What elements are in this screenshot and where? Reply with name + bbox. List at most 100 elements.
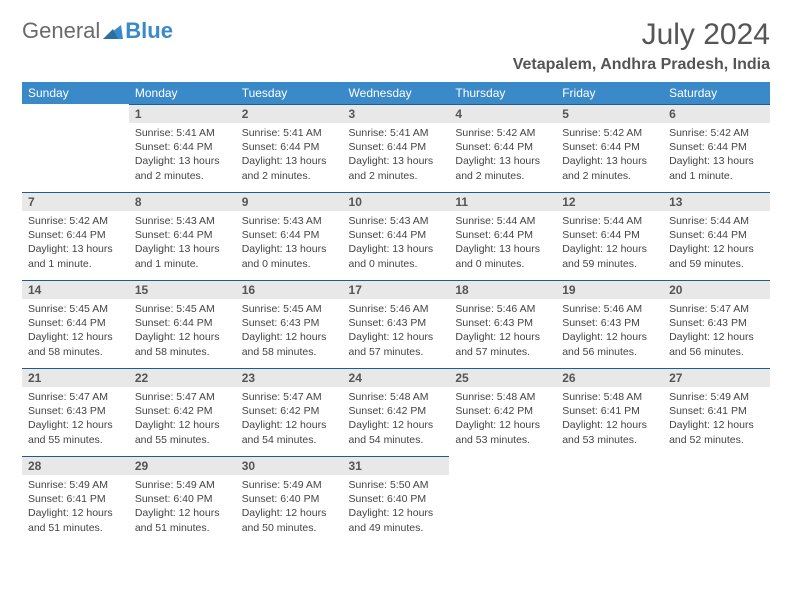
- daylight-text: Daylight: 13 hours and 1 minute.: [669, 154, 764, 182]
- day-body: Sunrise: 5:46 AMSunset: 6:43 PMDaylight:…: [449, 299, 556, 362]
- sunrise-text: Sunrise: 5:48 AM: [455, 390, 550, 404]
- day-number: 4: [449, 105, 556, 123]
- day-number: 15: [129, 281, 236, 299]
- day-body: Sunrise: 5:45 AMSunset: 6:43 PMDaylight:…: [236, 299, 343, 362]
- day-number: 9: [236, 193, 343, 211]
- daylight-text: Daylight: 12 hours and 54 minutes.: [242, 418, 337, 446]
- day-number-row: 19: [556, 280, 663, 299]
- sunset-text: Sunset: 6:43 PM: [349, 316, 444, 330]
- daylight-text: Daylight: 13 hours and 2 minutes.: [135, 154, 230, 182]
- day-body: Sunrise: 5:44 AMSunset: 6:44 PMDaylight:…: [449, 211, 556, 274]
- day-number: 12: [556, 193, 663, 211]
- calendar-week-row: 14Sunrise: 5:45 AMSunset: 6:44 PMDayligh…: [22, 280, 770, 368]
- daylight-text: Daylight: 12 hours and 58 minutes.: [28, 330, 123, 358]
- day-number: 30: [236, 457, 343, 475]
- calendar-table: Sunday Monday Tuesday Wednesday Thursday…: [22, 82, 770, 544]
- day-number-row: 7: [22, 192, 129, 211]
- day-body: Sunrise: 5:47 AMSunset: 6:43 PMDaylight:…: [663, 299, 770, 362]
- sunrise-text: Sunrise: 5:45 AM: [28, 302, 123, 316]
- sunrise-text: Sunrise: 5:49 AM: [242, 478, 337, 492]
- day-number: 23: [236, 369, 343, 387]
- sunset-text: Sunset: 6:42 PM: [242, 404, 337, 418]
- daylight-text: Daylight: 12 hours and 58 minutes.: [242, 330, 337, 358]
- title-block: July 2024 Vetapalem, Andhra Pradesh, Ind…: [513, 18, 770, 74]
- logo-icon: [103, 23, 123, 39]
- weekday-header: Sunday: [22, 82, 129, 104]
- sunset-text: Sunset: 6:42 PM: [135, 404, 230, 418]
- day-number: 16: [236, 281, 343, 299]
- weekday-header: Thursday: [449, 82, 556, 104]
- calendar-cell: [449, 456, 556, 544]
- calendar-cell: 30Sunrise: 5:49 AMSunset: 6:40 PMDayligh…: [236, 456, 343, 544]
- calendar-cell: [22, 104, 129, 192]
- weekday-header: Tuesday: [236, 82, 343, 104]
- sunrise-text: Sunrise: 5:41 AM: [242, 126, 337, 140]
- day-number-row: 1: [129, 104, 236, 123]
- day-number-row: 29: [129, 456, 236, 475]
- day-number-row: 31: [343, 456, 450, 475]
- day-number-row: 27: [663, 368, 770, 387]
- day-number-row: 20: [663, 280, 770, 299]
- day-body: Sunrise: 5:48 AMSunset: 6:41 PMDaylight:…: [556, 387, 663, 450]
- daylight-text: Daylight: 13 hours and 0 minutes.: [242, 242, 337, 270]
- calendar-week-row: 7Sunrise: 5:42 AMSunset: 6:44 PMDaylight…: [22, 192, 770, 280]
- daylight-text: Daylight: 12 hours and 59 minutes.: [562, 242, 657, 270]
- sunset-text: Sunset: 6:44 PM: [28, 316, 123, 330]
- calendar-cell: [556, 456, 663, 544]
- daylight-text: Daylight: 12 hours and 53 minutes.: [562, 418, 657, 446]
- daylight-text: Daylight: 12 hours and 56 minutes.: [562, 330, 657, 358]
- daylight-text: Daylight: 13 hours and 0 minutes.: [455, 242, 550, 270]
- day-number-row: 22: [129, 368, 236, 387]
- calendar-cell: 19Sunrise: 5:46 AMSunset: 6:43 PMDayligh…: [556, 280, 663, 368]
- daylight-text: Daylight: 13 hours and 2 minutes.: [242, 154, 337, 182]
- sunset-text: Sunset: 6:42 PM: [455, 404, 550, 418]
- day-number-row: 10: [343, 192, 450, 211]
- sunset-text: Sunset: 6:43 PM: [28, 404, 123, 418]
- calendar-cell: 25Sunrise: 5:48 AMSunset: 6:42 PMDayligh…: [449, 368, 556, 456]
- daylight-text: Daylight: 12 hours and 50 minutes.: [242, 506, 337, 534]
- weekday-header: Friday: [556, 82, 663, 104]
- day-body: Sunrise: 5:46 AMSunset: 6:43 PMDaylight:…: [343, 299, 450, 362]
- day-number-row: 2: [236, 104, 343, 123]
- day-number: 17: [343, 281, 450, 299]
- calendar-cell: 24Sunrise: 5:48 AMSunset: 6:42 PMDayligh…: [343, 368, 450, 456]
- sunset-text: Sunset: 6:44 PM: [455, 228, 550, 242]
- calendar-cell: 3Sunrise: 5:41 AMSunset: 6:44 PMDaylight…: [343, 104, 450, 192]
- sunrise-text: Sunrise: 5:50 AM: [349, 478, 444, 492]
- daylight-text: Daylight: 12 hours and 54 minutes.: [349, 418, 444, 446]
- sunrise-text: Sunrise: 5:41 AM: [135, 126, 230, 140]
- calendar-cell: 16Sunrise: 5:45 AMSunset: 6:43 PMDayligh…: [236, 280, 343, 368]
- day-number: 13: [663, 193, 770, 211]
- calendar-cell: 28Sunrise: 5:49 AMSunset: 6:41 PMDayligh…: [22, 456, 129, 544]
- day-number-row: 23: [236, 368, 343, 387]
- day-number-row: 4: [449, 104, 556, 123]
- day-number: 28: [22, 457, 129, 475]
- sunrise-text: Sunrise: 5:44 AM: [562, 214, 657, 228]
- daylight-text: Daylight: 12 hours and 57 minutes.: [349, 330, 444, 358]
- day-number: 14: [22, 281, 129, 299]
- calendar-week-row: 28Sunrise: 5:49 AMSunset: 6:41 PMDayligh…: [22, 456, 770, 544]
- calendar-cell: 14Sunrise: 5:45 AMSunset: 6:44 PMDayligh…: [22, 280, 129, 368]
- day-body: Sunrise: 5:42 AMSunset: 6:44 PMDaylight:…: [663, 123, 770, 186]
- day-body: Sunrise: 5:50 AMSunset: 6:40 PMDaylight:…: [343, 475, 450, 538]
- sunset-text: Sunset: 6:41 PM: [562, 404, 657, 418]
- day-number-row: 8: [129, 192, 236, 211]
- day-number: 26: [556, 369, 663, 387]
- day-number-row: 25: [449, 368, 556, 387]
- day-body: Sunrise: 5:43 AMSunset: 6:44 PMDaylight:…: [129, 211, 236, 274]
- sunrise-text: Sunrise: 5:44 AM: [455, 214, 550, 228]
- day-body: Sunrise: 5:45 AMSunset: 6:44 PMDaylight:…: [22, 299, 129, 362]
- sunrise-text: Sunrise: 5:45 AM: [135, 302, 230, 316]
- sunrise-text: Sunrise: 5:49 AM: [28, 478, 123, 492]
- sunset-text: Sunset: 6:41 PM: [669, 404, 764, 418]
- calendar-cell: 8Sunrise: 5:43 AMSunset: 6:44 PMDaylight…: [129, 192, 236, 280]
- sunset-text: Sunset: 6:44 PM: [242, 140, 337, 154]
- calendar-body: 1Sunrise: 5:41 AMSunset: 6:44 PMDaylight…: [22, 104, 770, 544]
- calendar-cell: 27Sunrise: 5:49 AMSunset: 6:41 PMDayligh…: [663, 368, 770, 456]
- sunset-text: Sunset: 6:44 PM: [349, 140, 444, 154]
- sunset-text: Sunset: 6:40 PM: [135, 492, 230, 506]
- weekday-header: Wednesday: [343, 82, 450, 104]
- sunset-text: Sunset: 6:44 PM: [135, 228, 230, 242]
- sunrise-text: Sunrise: 5:43 AM: [349, 214, 444, 228]
- day-number-row: 26: [556, 368, 663, 387]
